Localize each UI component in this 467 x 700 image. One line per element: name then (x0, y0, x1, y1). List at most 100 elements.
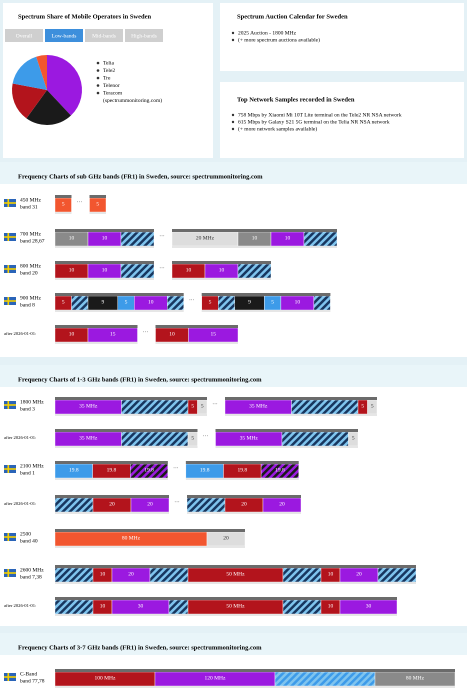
spectrum-block (281, 431, 349, 447)
spectrum-block (121, 431, 189, 447)
block-label: 80 MHz (122, 535, 141, 541)
bullet (231, 120, 235, 124)
band-name: 1800 MHz (20, 399, 44, 405)
spectrum-block (168, 599, 189, 615)
pie-slice (36, 55, 47, 90)
block-label: 35 MHz (249, 403, 268, 409)
spectrum-block (121, 399, 189, 415)
separator: ··· (203, 433, 209, 439)
block-label: 20 (241, 501, 247, 507)
group-header (172, 229, 337, 232)
bullet (231, 127, 235, 131)
tab-label[interactable]: Mid-bands (92, 33, 116, 39)
flag-cross (4, 536, 16, 538)
period-label: after 2026-01-01: (4, 603, 36, 608)
block-label: 5 (125, 299, 128, 305)
block-label: 19.8 (144, 467, 154, 473)
block-label: 19.8 (200, 467, 210, 473)
samples-title: Top Network Samples recorded in Sweden (237, 96, 355, 103)
spectrum-block (186, 497, 226, 513)
spectrum-block (120, 231, 155, 247)
band-name: 800 MHz (20, 263, 41, 269)
section-header (0, 633, 467, 655)
spectrum-block (166, 295, 184, 311)
band-number: band 28,67 (20, 238, 45, 244)
section-title: Frequency Charts of sub GHz bands (FR1) … (18, 173, 263, 180)
band-name: 2600 MHz (20, 567, 44, 573)
section-header (0, 365, 467, 387)
tab[interactable] (5, 29, 43, 42)
block-label: 5 (271, 299, 274, 305)
separator: ··· (77, 199, 83, 205)
pie-slice (12, 56, 48, 90)
block-label: 20 (147, 501, 153, 507)
band-name: C-Band (20, 671, 37, 677)
section-header (0, 162, 467, 184)
block-label: 20 (128, 571, 134, 577)
block-label: 20 (279, 501, 285, 507)
group-header (55, 325, 138, 328)
tab-label[interactable]: High-bands (131, 33, 157, 39)
separator: ··· (173, 465, 179, 471)
spectrum-block (377, 567, 417, 583)
group-header (225, 397, 377, 400)
separator: ··· (212, 401, 218, 407)
band-number: band 3 (20, 406, 35, 412)
band-number: band 31 (20, 204, 38, 210)
auction-panel (220, 3, 464, 71)
block-label: 5 (191, 403, 194, 409)
pie-slice (47, 55, 83, 116)
block-label: 15 (211, 331, 217, 337)
tab-label[interactable]: Low-bands (52, 33, 77, 39)
spectrum-block (313, 295, 331, 311)
block-label: 30 (366, 603, 372, 609)
flag-cross (4, 676, 16, 678)
band-number: band 8 (20, 302, 35, 308)
tab[interactable] (85, 29, 123, 42)
block-label: 80 MHz (406, 675, 425, 681)
tab-label[interactable]: Overall (16, 33, 33, 39)
block-label: 5 (361, 403, 364, 409)
band-name: 450 MHz (20, 197, 41, 203)
block-label: 10 (186, 267, 192, 273)
flag-cross (4, 236, 16, 238)
group-header (55, 495, 169, 498)
block-label: 10 (219, 267, 225, 273)
list-item: 758 Mbps by Xiaomi Mi 10T Lite terminal … (238, 112, 402, 118)
block-label: 30 (138, 603, 144, 609)
tab[interactable] (125, 29, 163, 42)
block-label: 10 (328, 571, 334, 577)
legend-dot (96, 76, 100, 80)
flag-cross (4, 468, 16, 470)
group-header (185, 461, 299, 464)
tab[interactable] (45, 29, 83, 42)
flag-cross (4, 268, 16, 270)
spectrum-block (282, 599, 322, 615)
group-header (55, 195, 72, 198)
block-label: 10 (69, 267, 75, 273)
pie-slice (26, 90, 71, 126)
separator: ··· (159, 233, 165, 239)
band-name: 900 MHz (20, 295, 41, 301)
separator: ··· (143, 329, 149, 335)
list-item: (+ more network samples available) (238, 125, 317, 132)
separator: ··· (159, 265, 165, 271)
group-header (55, 565, 416, 568)
spectrum-block (291, 399, 359, 415)
spectrum-block (237, 263, 272, 279)
block-label: 10 (100, 603, 106, 609)
block-label: 10 (328, 603, 334, 609)
block-label: 5 (209, 299, 212, 305)
block-label: 10 (69, 235, 75, 241)
list-item: 615 Mbps by Galaxy S21 5G terminal on th… (238, 119, 390, 125)
group-header (55, 669, 455, 672)
auction-title: Spectrum Auction Calendar for Sweden (237, 13, 348, 20)
legend-label: Telenor (103, 83, 120, 89)
period-label: after 2026-01-01: (4, 435, 36, 440)
group-header (55, 229, 154, 232)
block-label: 10 (69, 331, 75, 337)
block-label: 50 MHz (226, 571, 245, 577)
block-label: 5 (96, 201, 99, 207)
group-header (55, 397, 207, 400)
legend-note: (spectrummonitoring.com) (103, 97, 162, 104)
